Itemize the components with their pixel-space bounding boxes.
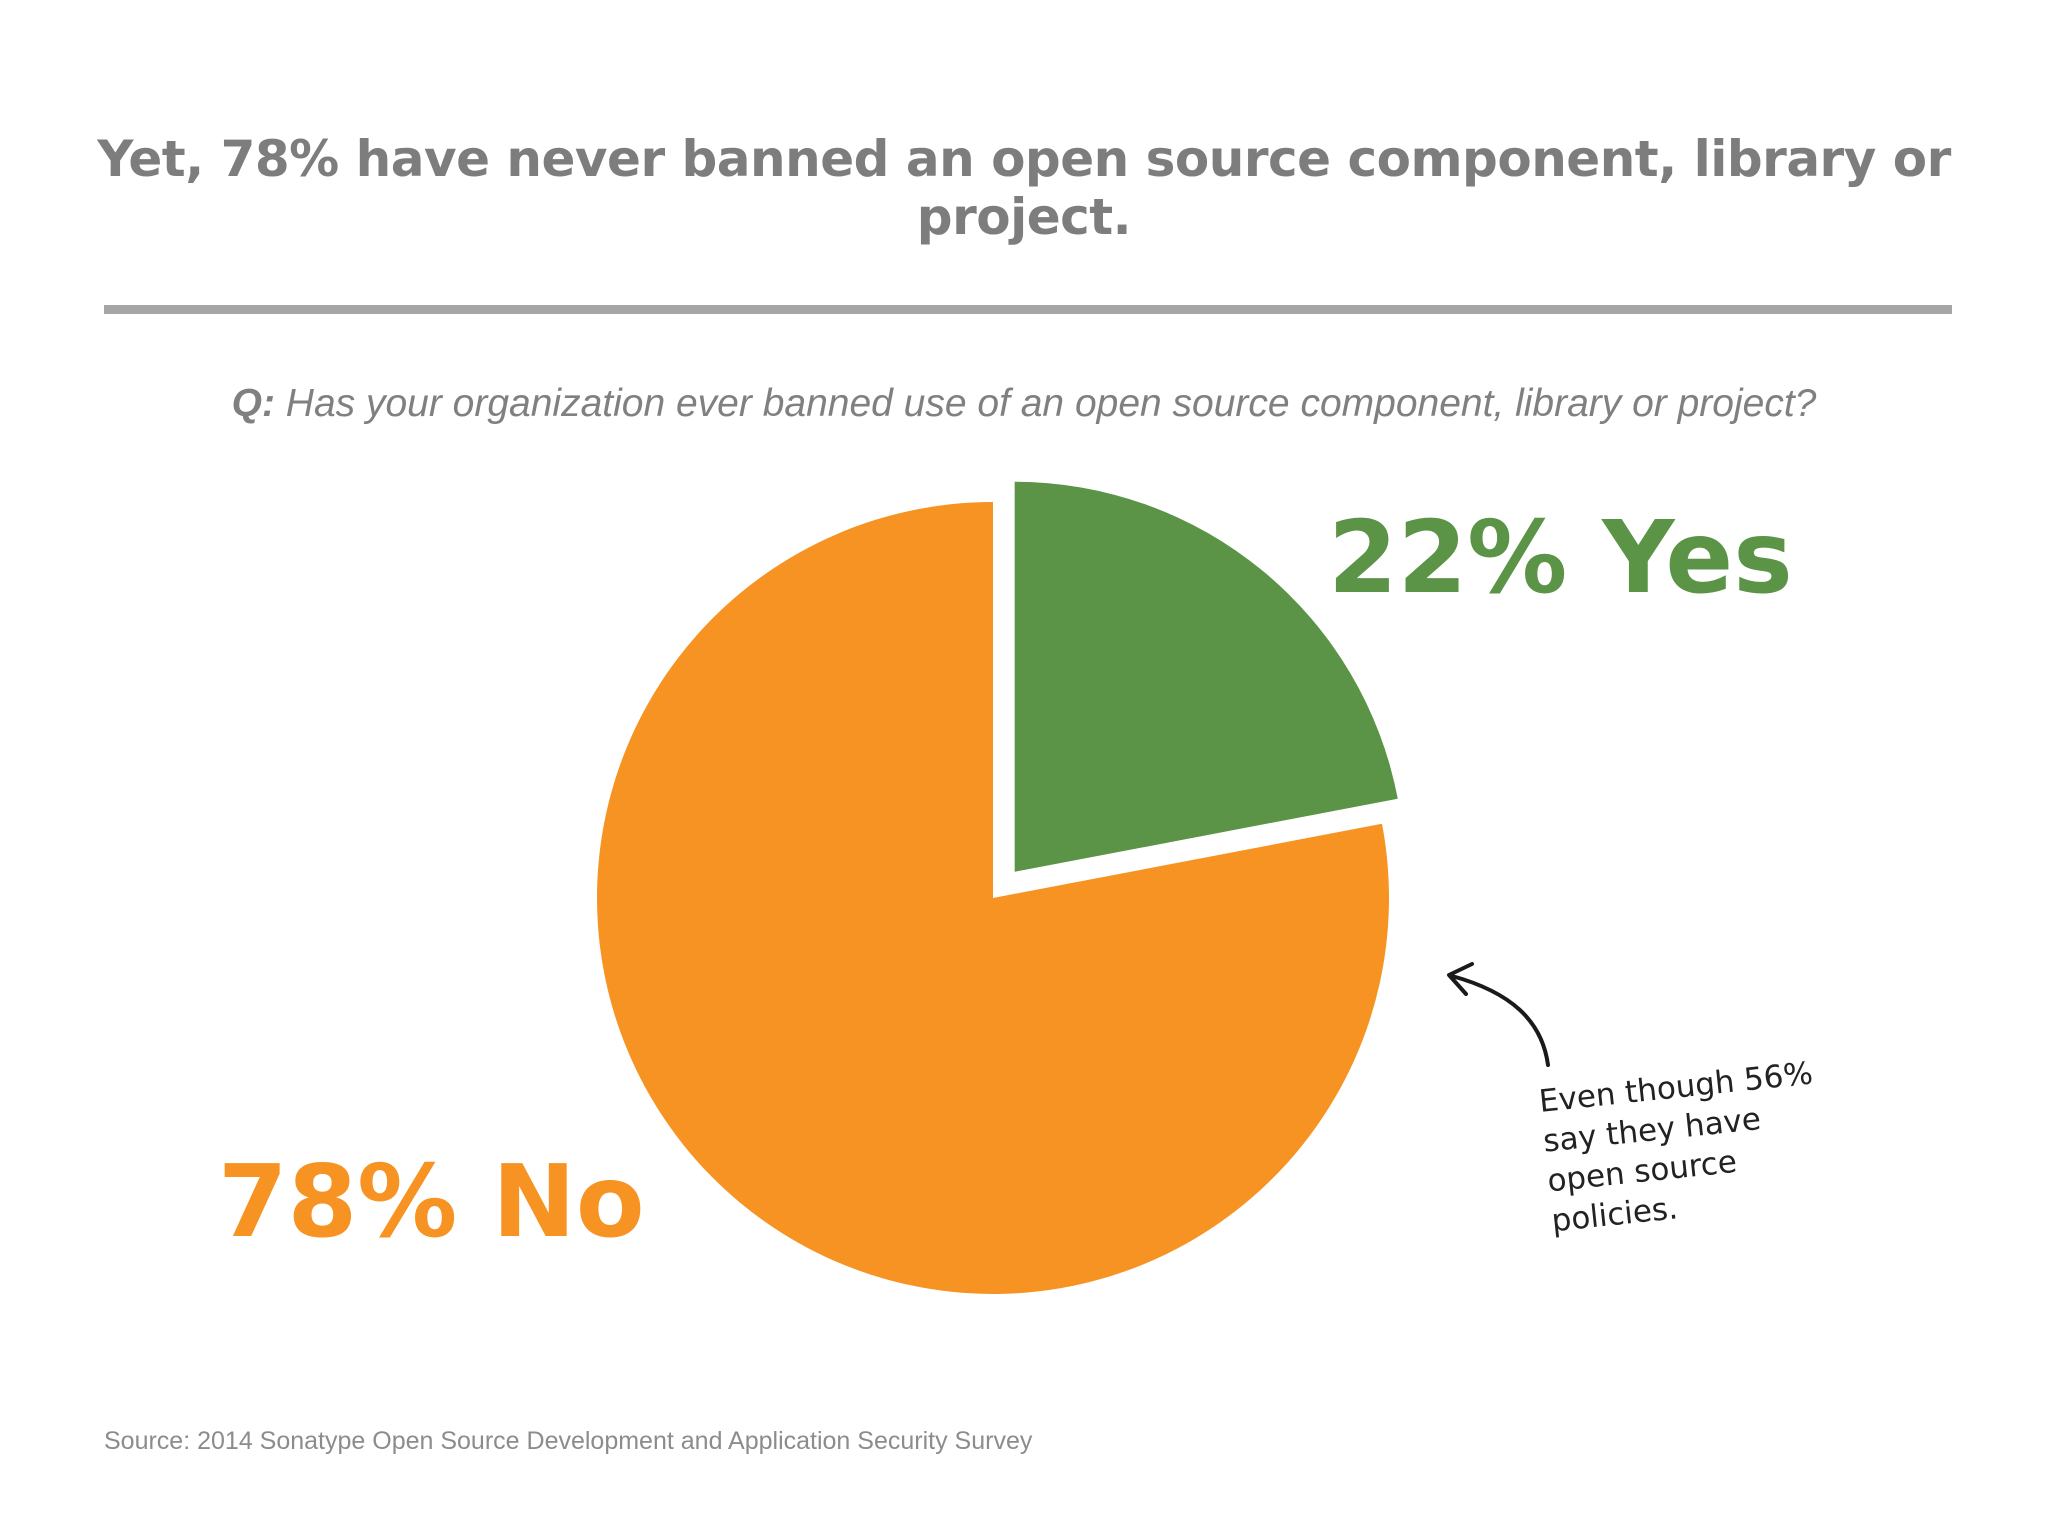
slice-label-yes: 22% Yes [1328, 499, 1793, 616]
annotation-line-4: policies. [1550, 1190, 1680, 1239]
survey-question: Q: Has your organization ever banned use… [0, 382, 2048, 426]
question-prefix: Q: [231, 382, 275, 425]
slice-label-no: 78% No [218, 1143, 645, 1260]
annotation-arrow [1447, 962, 1550, 1067]
pie-slice-yes [1014, 481, 1398, 872]
pie-slices [596, 481, 1398, 1294]
annotation-note: Even though 56% say they have open sourc… [1537, 1055, 1814, 1239]
slide-title: Yet, 78% have never banned an open sourc… [97, 130, 1951, 246]
question-text: Has your organization ever banned use of… [285, 382, 1817, 425]
pie-slice-no [596, 502, 1389, 1294]
title-divider [104, 305, 1952, 314]
source-note: Source: 2014 Sonatype Open Source Develo… [104, 1427, 1033, 1455]
